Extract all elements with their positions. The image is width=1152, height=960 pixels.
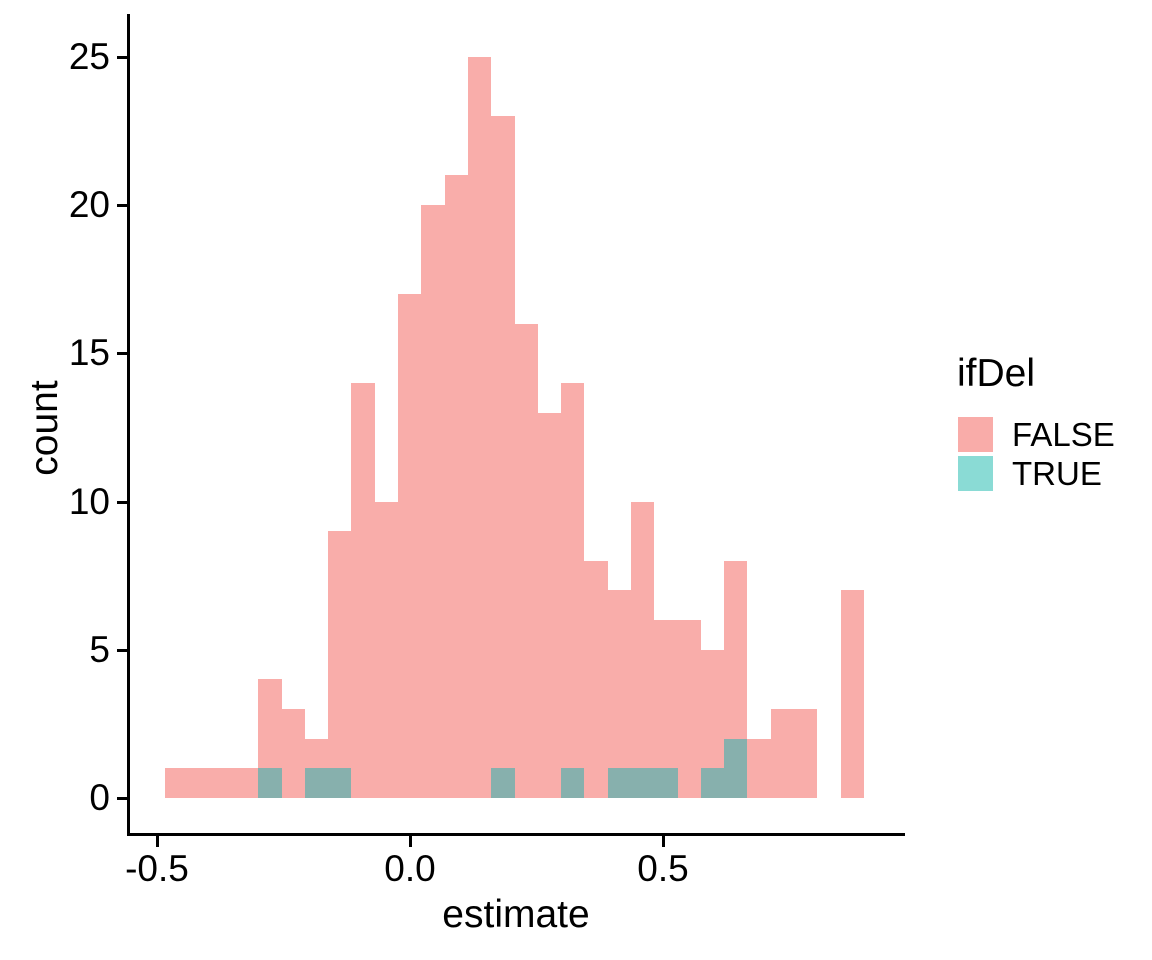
x-tick-label: 0.0 bbox=[384, 848, 436, 889]
histogram-bar-false bbox=[165, 768, 188, 798]
histogram-bar-true bbox=[258, 768, 282, 798]
x-axis-line bbox=[127, 833, 905, 836]
y-tick-label: 25 bbox=[68, 36, 110, 77]
legend-label-false: FALSE bbox=[1012, 416, 1115, 453]
histogram-bar-true bbox=[654, 768, 678, 798]
histogram-bar-false bbox=[794, 709, 817, 798]
histogram-bar-false bbox=[608, 590, 631, 798]
histogram-bar-false bbox=[841, 590, 864, 798]
histogram-bar-false bbox=[561, 383, 584, 798]
histogram-bar-true bbox=[561, 768, 584, 798]
y-tick-label: 20 bbox=[68, 184, 110, 225]
histogram-bar-false bbox=[421, 205, 445, 798]
x-axis-title: estimate bbox=[442, 893, 590, 936]
y-axis-tick bbox=[117, 649, 128, 652]
histogram-bar-true bbox=[631, 768, 654, 798]
y-tick-label: 15 bbox=[68, 332, 110, 373]
histogram-bar-false bbox=[468, 57, 491, 798]
x-axis-tick bbox=[662, 836, 665, 847]
legend-title: ifDel bbox=[957, 352, 1036, 395]
histogram-bar-false bbox=[724, 561, 747, 798]
x-tick-label: -0.5 bbox=[125, 848, 189, 889]
legend-label-true: TRUE bbox=[1012, 455, 1102, 492]
legend-swatch-false bbox=[958, 417, 993, 452]
histogram-bar-false bbox=[678, 620, 701, 798]
legend: ifDel FALSE TRUE bbox=[957, 352, 1147, 502]
histogram-bar-false bbox=[538, 413, 561, 798]
histogram-bar-true bbox=[701, 768, 724, 798]
y-axis-tick bbox=[117, 797, 128, 800]
histogram-bar-false bbox=[328, 531, 351, 798]
y-axis-line bbox=[127, 14, 130, 836]
x-tick-label: 0.5 bbox=[637, 848, 689, 889]
histogram-bar-true bbox=[305, 768, 328, 798]
histogram-bar-false bbox=[375, 502, 398, 798]
y-tick-label: 5 bbox=[89, 629, 110, 670]
x-axis-tick bbox=[156, 836, 159, 847]
y-axis-tick bbox=[117, 56, 128, 59]
x-axis-tick bbox=[409, 836, 412, 847]
y-axis-tick bbox=[117, 352, 128, 355]
histogram-bar-false bbox=[514, 324, 538, 798]
histogram-bar-false bbox=[771, 709, 794, 798]
histogram-bar-false bbox=[631, 502, 654, 798]
y-axis-tick bbox=[117, 204, 128, 207]
histogram-bar-false bbox=[701, 650, 724, 798]
histogram-bar-false bbox=[351, 383, 375, 798]
histogram-bar-true bbox=[491, 768, 515, 798]
histogram-bar-false bbox=[282, 709, 305, 798]
y-tick-label: 0 bbox=[89, 777, 110, 818]
histogram-bar-false bbox=[188, 768, 212, 798]
histogram-bar-true bbox=[608, 768, 631, 798]
histogram-bar-true bbox=[328, 768, 351, 798]
y-axis-title: count bbox=[23, 380, 66, 476]
histogram-bar-false bbox=[491, 116, 515, 798]
y-tick-label: 10 bbox=[68, 481, 110, 522]
histogram-bar-false bbox=[235, 768, 258, 798]
legend-swatch-true bbox=[958, 456, 993, 491]
histogram-bar-false bbox=[747, 739, 771, 798]
histogram-bar-false bbox=[445, 175, 468, 798]
histogram-bar-false bbox=[584, 561, 608, 798]
y-axis-tick bbox=[117, 501, 128, 504]
histogram-bar-false bbox=[398, 294, 421, 798]
histogram-bar-false bbox=[212, 768, 235, 798]
histogram-bar-true bbox=[724, 739, 747, 798]
